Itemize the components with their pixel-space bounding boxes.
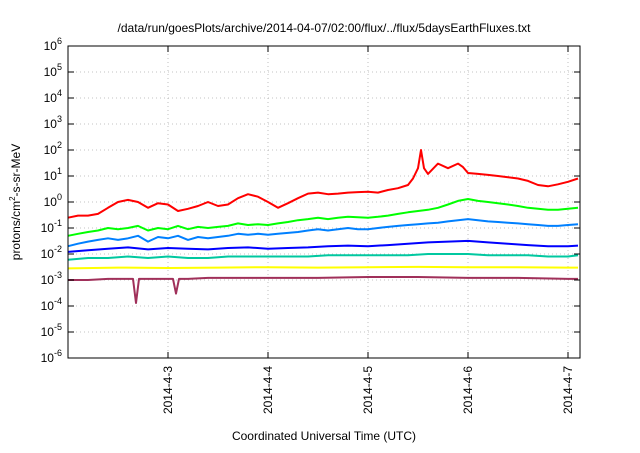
- x-tick-label: 2014-4-4: [261, 366, 275, 414]
- y-tick-label-base: 10: [44, 143, 58, 157]
- x-tick-label: 2014-4-6: [461, 366, 475, 414]
- y-tick-label: 10-5: [41, 322, 62, 339]
- y-tick-label-base: 10: [41, 351, 55, 365]
- y-tick-label-base: 10: [44, 39, 58, 53]
- y-tick-label: 105: [44, 62, 62, 79]
- y-tick-label: 101: [44, 166, 62, 183]
- chart-title: /data/run/goesPlots/archive/2014-04-07/0…: [118, 21, 532, 35]
- y-tick-label: 10-2: [41, 244, 62, 261]
- y-tick-label-base: 10: [44, 169, 58, 183]
- y-tick-label-exp: 5: [57, 62, 62, 72]
- y-tick-label-exp: 1: [57, 166, 62, 176]
- y-tick-label-exp: 0: [57, 192, 62, 202]
- y-tick-label: 10-3: [41, 270, 62, 287]
- y-tick-label: 102: [44, 140, 62, 157]
- x-tick-label: 2014-4-7: [561, 366, 575, 414]
- y-tick-label-base: 10: [41, 247, 55, 261]
- y-tick-label-base: 10: [44, 195, 58, 209]
- series-line-3: [67, 218, 579, 248]
- y-tick-label: 10-1: [41, 218, 62, 235]
- y-axis-label-base: protons/cm: [9, 201, 23, 260]
- y-axis-label: protons/cm2-s-sr-MeV: [8, 144, 23, 260]
- x-axis-label: Coordinated Universal Time (UTC): [232, 429, 416, 443]
- y-tick-label: 106: [44, 36, 62, 53]
- y-tick-label: 100: [44, 192, 62, 209]
- y-tick-label-exp: 4: [57, 88, 62, 98]
- y-tick-label-base: 10: [44, 65, 58, 79]
- y-tick-label-exp: -5: [54, 322, 62, 332]
- y-axis-label-sup: 2: [8, 196, 17, 201]
- series-line-1: [67, 149, 579, 219]
- series-line-5: [67, 253, 579, 261]
- x-tick-label: 2014-4-5: [361, 366, 375, 414]
- series-line-4: [67, 239, 579, 253]
- y-tick-label-base: 10: [44, 91, 58, 105]
- series-line-6: [67, 265, 578, 270]
- y-tick-label-exp: 6: [57, 36, 62, 46]
- y-tick-label-base: 10: [41, 273, 55, 287]
- y-tick-label: 10-4: [41, 296, 62, 313]
- y-tick-label-exp: 3: [57, 114, 62, 124]
- y-tick-label-exp: -3: [54, 270, 62, 280]
- y-tick-label-exp: 2: [57, 140, 62, 150]
- x-tick-label: 2014-4-3: [161, 366, 175, 414]
- y-tick-label-base: 10: [41, 325, 55, 339]
- y-tick-label: 104: [44, 88, 62, 105]
- y-tick-label-base: 10: [44, 117, 58, 131]
- y-tick-label-exp: -6: [54, 348, 62, 358]
- y-axis-label-rest: -s-sr-MeV: [9, 144, 23, 197]
- series-line-2: [67, 198, 579, 237]
- series-line-7: [68, 276, 578, 304]
- y-tick-label: 103: [44, 114, 62, 131]
- y-tick-label-exp: -1: [54, 218, 62, 228]
- y-tick-label-base: 10: [41, 299, 55, 313]
- y-tick-label-base: 10: [41, 221, 55, 235]
- y-tick-label: 10-6: [41, 348, 62, 365]
- y-tick-label-exp: -2: [54, 244, 62, 254]
- y-tick-label-exp: -4: [54, 296, 62, 306]
